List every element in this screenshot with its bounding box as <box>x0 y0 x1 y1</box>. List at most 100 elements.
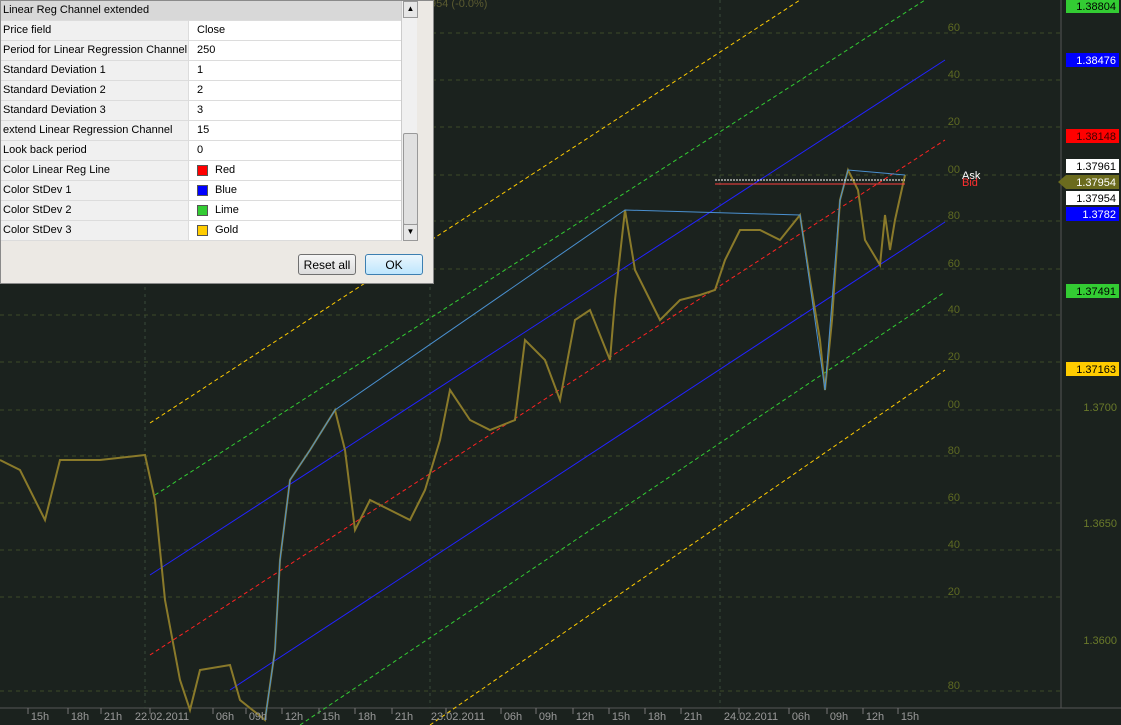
axis-label: 40 <box>948 539 960 551</box>
price-tag-label: 1.38148 <box>1076 131 1116 143</box>
time-label: 18h <box>648 711 666 723</box>
param-row: Price field Close <box>1 21 401 41</box>
axis-label: 60 <box>948 22 960 34</box>
price-tag <box>1066 53 1119 67</box>
param-value: 3 <box>197 104 204 116</box>
time-label: 15h <box>322 711 340 723</box>
price-tag <box>1066 284 1119 298</box>
time-label: 15h <box>612 711 630 723</box>
param-value[interactable]: Blue <box>215 184 238 196</box>
param-value: 0 <box>197 144 204 156</box>
param-label: Look back period <box>1 141 189 160</box>
time-label: 23.02.2011 <box>431 711 485 723</box>
param-row: Standard Deviation 2 2 <box>1 81 401 101</box>
param-label: Color StDev 3 <box>1 221 189 240</box>
param-label: Color StDev 1 <box>1 181 189 200</box>
axis-label: 20 <box>948 351 960 363</box>
time-label: 21h <box>395 711 413 723</box>
price-tag <box>1066 0 1119 13</box>
axis-label: 40 <box>948 69 960 81</box>
price-tag-label: 1.37163 <box>1076 364 1116 376</box>
param-value: 1 <box>197 64 204 76</box>
price-tag-label: 1.37954 <box>1076 177 1116 189</box>
param-value: 2 <box>197 84 204 96</box>
param-value: 15 <box>197 124 210 136</box>
price-label: 1.3600 <box>1083 635 1117 647</box>
dialog-title: Linear Reg Channel extended <box>1 1 401 20</box>
param-value[interactable]: Gold <box>215 224 239 236</box>
price-tag-label: 1.3782 <box>1082 209 1116 221</box>
param-row: Standard Deviation 1 1 <box>1 61 401 81</box>
axis-label: 00 <box>948 164 960 176</box>
price-tag <box>1066 159 1119 173</box>
axis-label: 20 <box>948 586 960 598</box>
price-tag-label: 1.37954 <box>1076 193 1116 205</box>
price-label: 1.3700 <box>1083 402 1117 414</box>
param-row: Color Linear Reg Line Red <box>1 161 401 181</box>
price-tag-label: 1.37961 <box>1076 161 1116 173</box>
time-label: 24.02.2011 <box>724 711 778 723</box>
time-label: 06h <box>216 711 234 723</box>
axis-label: 80 <box>948 445 960 457</box>
reset-button[interactable]: Reset all <box>298 254 356 275</box>
param-value[interactable]: Red <box>215 164 236 176</box>
price-label: 1.3650 <box>1083 518 1117 530</box>
param-row: Color StDev 2 Lime <box>1 201 401 221</box>
bid-label: Bid <box>962 177 978 189</box>
ok-button[interactable]: OK <box>365 254 423 275</box>
param-label: Price field <box>1 21 189 40</box>
ask-label: Ask <box>962 170 981 182</box>
price-tag-label: 1.38476 <box>1076 55 1116 67</box>
param-label: extend Linear Regression Channel <box>1 121 189 140</box>
time-label: 06h <box>792 711 810 723</box>
param-row: Look back period 0 <box>1 141 401 161</box>
time-label: 12h <box>285 711 303 723</box>
time-label: 21h <box>104 711 122 723</box>
color-swatch <box>197 165 208 176</box>
price-tag-arrow <box>1058 175 1066 189</box>
time-label: 22.02.2011 <box>135 711 189 723</box>
price-tag-label: 1.37491 <box>1076 286 1116 298</box>
scroll-up[interactable]: ▲ <box>403 1 418 18</box>
axis-label: 00 <box>948 399 960 411</box>
date-lines <box>144 0 721 708</box>
time-label: 09h <box>249 711 267 723</box>
scrollbar[interactable]: ▲ ▼ <box>401 1 418 241</box>
dialog-title-row: Linear Reg Channel extended <box>1 1 401 21</box>
time-label: 09h <box>539 711 557 723</box>
color-swatch <box>197 205 208 216</box>
param-row: Color StDev 1 Blue <box>1 181 401 201</box>
axis-label: 20 <box>948 116 960 128</box>
param-row: extend Linear Regression Channel 15 <box>1 121 401 141</box>
axis-label: 40 <box>948 304 960 316</box>
time-label: 15h <box>31 711 49 723</box>
param-row: Standard Deviation 3 3 <box>1 101 401 121</box>
price-tag <box>1066 175 1119 189</box>
param-label: Standard Deviation 1 <box>1 61 189 80</box>
time-label: 06h <box>504 711 522 723</box>
dialog: Linear Reg Channel extended Price field C… <box>0 0 434 284</box>
axis-label: 80 <box>948 680 960 692</box>
price-tag <box>1066 129 1119 143</box>
param-label: Standard Deviation 2 <box>1 81 189 100</box>
param-label: Standard Deviation 3 <box>1 101 189 120</box>
scroll-thumb[interactable] <box>403 133 418 225</box>
param-label: Color Linear Reg Line <box>1 161 189 180</box>
param-row: Period for Linear Regression Channel 250 <box>1 41 401 61</box>
time-label: 12h <box>576 711 594 723</box>
channel <box>149 0 946 725</box>
param-label: Color StDev 2 <box>1 201 189 220</box>
color-swatch <box>197 225 208 236</box>
price-tag <box>1066 207 1119 221</box>
time-label: 18h <box>358 711 376 723</box>
axis-label: 60 <box>948 258 960 270</box>
time-label: 21h <box>684 711 702 723</box>
scroll-down[interactable]: ▼ <box>403 224 418 241</box>
time-label: 12h <box>866 711 884 723</box>
time-label: 09h <box>830 711 848 723</box>
time-label: 18h <box>71 711 89 723</box>
param-value: Close <box>197 24 226 36</box>
param-value[interactable]: Lime <box>215 204 239 216</box>
price-tag <box>1066 191 1119 205</box>
